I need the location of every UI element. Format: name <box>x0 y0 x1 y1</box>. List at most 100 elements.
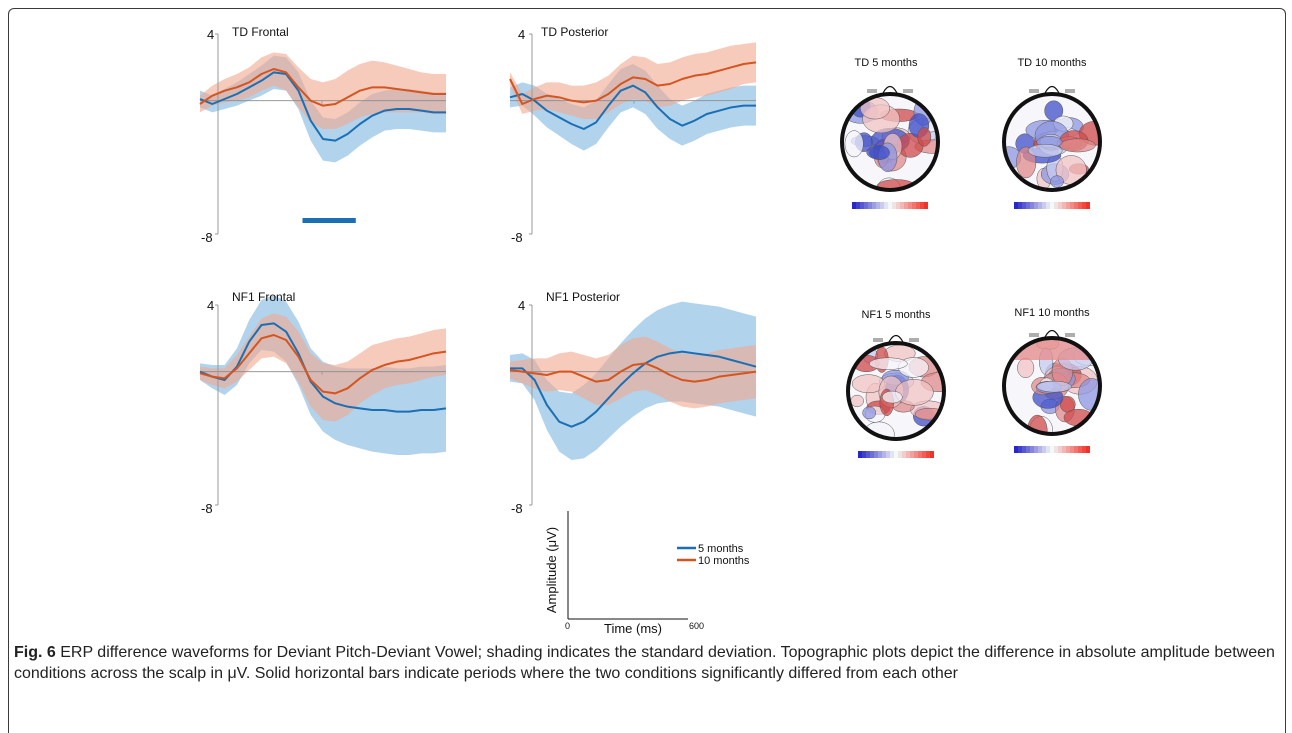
topomap-nf1-5-months-colorbar-cell <box>918 451 922 458</box>
key-xtick-start: 0 <box>565 621 570 631</box>
panel-td-posterior-title: TD Posterior <box>541 25 608 39</box>
topomap-td-10-months-colorbar-cell <box>1066 202 1070 209</box>
topomap-td-5-months-surface <box>842 94 938 190</box>
topomap-nf1-10-months-colorbar-cell <box>1078 446 1082 453</box>
figure-caption: Fig. 6 ERP difference waveforms for Devi… <box>14 642 1276 684</box>
panel-nf1-posterior-line-10-months <box>509 362 757 383</box>
topomap-nf1-10-months-colorbar-cell <box>1066 446 1070 453</box>
topomap-td-10-months-contour <box>1044 100 1064 121</box>
topomap-td-10-months-head-outline <box>1002 92 1102 192</box>
topomap-nf1-10-months-head-outline <box>1002 336 1102 436</box>
topomap-td-10-months-colorbar-cell <box>1018 202 1022 209</box>
key-xlabel: Time (ms) <box>604 621 662 636</box>
panel-td-frontal-title: TD Frontal <box>232 25 289 39</box>
topomap-td-10-months-colorbar-cell <box>1030 202 1034 209</box>
topomap-td-10-months-colorbar-cell <box>1062 202 1066 209</box>
topomap-nf1-5-months-colorbar-cell <box>878 451 882 458</box>
topomap-nf1-10-months <box>1002 329 1102 453</box>
topomap-nf1-5-months-colorbar-cell <box>914 451 918 458</box>
topomap-nf1-5-months-surface <box>848 343 944 439</box>
topomap-td-5-months-nose <box>882 85 898 94</box>
topomap-td-10-months-colorbar-cell <box>1074 202 1078 209</box>
topomap-nf1-10-months-colorbar-cell <box>1038 446 1042 453</box>
topomap-td-10-months-colorbar-cell <box>1078 202 1082 209</box>
panel-nf1-posterior-ytick-label-top: 4 <box>518 298 525 313</box>
topomap-nf1-5-months-colorbar-cell <box>870 451 874 458</box>
panel-td-frontal-significance-bar <box>302 218 356 223</box>
topomap-td-10-months-colorbar-cell <box>1054 202 1058 209</box>
topomap-nf1-5-months-contour <box>895 379 934 406</box>
topomap-nf1-10-months-colorbar-cell <box>1046 446 1050 453</box>
panel-nf1-frontal-ytick-label-bottom: -8 <box>201 501 213 516</box>
topomap-nf1-5-months-colorbar-cell <box>866 451 870 458</box>
key-xtick-end: 600 <box>689 621 704 631</box>
topomap-nf1-5-months-contour <box>850 394 864 408</box>
panel-nf1-frontal-ytick-label-top: 4 <box>207 298 214 313</box>
topomap-nf1-5-months-contour <box>869 357 908 370</box>
topomap-td-5-months-colorbar-cell <box>916 202 920 209</box>
topomap-nf1-10-months-colorbar-cell <box>1018 446 1022 453</box>
panel-nf1-frontal-line-5-months <box>199 322 447 413</box>
panel-nf1-posterior-line-5-months <box>510 350 757 428</box>
topomap-td-10-months-colorbar-cell <box>1042 202 1046 209</box>
topomap-nf1-10-months-contour <box>1017 357 1035 378</box>
topomap-td-10-months-contour <box>1050 175 1064 188</box>
topomap-td-5-months-colorbar-cell <box>876 202 880 209</box>
panel-nf1-posterior-ytick-label-bottom: -8 <box>511 501 523 516</box>
topomap-td-10-months-colorbar-cell <box>1026 202 1030 209</box>
topomap-td-5-months-colorbar-cell <box>856 202 860 209</box>
figure-frame <box>8 8 1286 733</box>
topomap-td-10-months-colorbar-cell <box>1086 202 1090 209</box>
panel-td-posterior-line-5-months <box>509 84 756 130</box>
topomap-nf1-10-months-colorbar-cell <box>1050 446 1054 453</box>
topomap-td-10-months-surface <box>1004 94 1100 190</box>
topomap-td-5-months-contour <box>869 145 890 160</box>
figure-graphics: TD Frontal 4 -8 TD Posterior 4 -8 NF1 Frontal 4… <box>199 25 1102 636</box>
panel-td-posterior-line-10-months <box>509 61 757 105</box>
panel-td-posterior-ytick-label-bottom: -8 <box>511 230 523 245</box>
topomap-td-5-months-colorbar-cell <box>852 202 856 209</box>
topomap-nf1-10-months-colorbar-cell <box>1042 446 1046 453</box>
topomap-nf1-5-months <box>846 334 946 458</box>
key-panel <box>567 511 696 620</box>
topomap-nf1-5-months-contour <box>882 390 903 404</box>
topomap-td-10-months-colorbar-cell <box>1058 202 1062 209</box>
topomap-nf1-5-months-colorbar-cell <box>886 451 890 458</box>
topomap-nf1-10-months-colorbar-cell <box>1086 446 1090 453</box>
topomap-nf1-5-months-colorbar-cell <box>890 451 894 458</box>
key-ylabel: Amplitude (μV) <box>544 527 559 613</box>
topomap-td-10-months-colorbar-cell <box>1014 202 1018 209</box>
topomap-td-10-months-contour <box>1059 138 1096 153</box>
topomap-nf1-10-months-colorbar-cell <box>1054 446 1058 453</box>
topomap-td-10-months-contour <box>1027 143 1063 158</box>
topomap-nf1-5-months-colorbar-cell <box>902 451 906 458</box>
topomap-td-5-months-head-outline <box>840 92 940 192</box>
topomap-nf1-5-months-colorbar-cell <box>926 451 930 458</box>
topomap-td-5-months-colorbar-cell <box>884 202 888 209</box>
topomap-td-10-months <box>1002 85 1102 209</box>
topomap-nf1-5-months-colorbar-cell <box>862 451 866 458</box>
topomap-td-5-months-colorbar-cell <box>868 202 872 209</box>
topomap-td-5-months <box>840 85 940 209</box>
topomap-nf1-10-months-colorbar-cell <box>1022 446 1026 453</box>
topomap-nf1-10-months-nose <box>1044 329 1060 338</box>
topomap-nf1-5-months-colorbar-cell <box>882 451 886 458</box>
topomap-nf1-10-months-colorbar-cell <box>1014 446 1018 453</box>
topomap-td-5-months-colorbar-cell <box>900 202 904 209</box>
topomap-nf1-5-months-head-outline <box>846 341 946 441</box>
topomap-td-10-months-nose <box>1044 85 1060 94</box>
topomap-td-5-months-colorbar-cell <box>872 202 876 209</box>
topomap-td-5-months-colorbar-cell <box>892 202 896 209</box>
topomap-td-10-months-colorbar-cell <box>1038 202 1042 209</box>
topomap-nf1-5-months-title: NF1 5 months <box>861 309 931 321</box>
panel-td-frontal-ytick-label-top: 4 <box>207 27 214 42</box>
topomap-td-10-months-colorbar-cell <box>1070 202 1074 209</box>
topomap-nf1-10-months-colorbar-cell <box>1030 446 1034 453</box>
topomap-td-10-months-colorbar-cell <box>1046 202 1050 209</box>
topomap-td-10-months-colorbar-cell <box>1022 202 1026 209</box>
panel-td-posterior-ytick-label-top: 4 <box>518 27 525 42</box>
topomap-td-5-months-colorbar-cell <box>860 202 864 209</box>
topomap-nf1-10-months-colorbar-cell <box>1034 446 1038 453</box>
topomap-nf1-10-months-colorbar-cell <box>1070 446 1074 453</box>
panel-td-frontal-line-10-months <box>199 68 446 107</box>
